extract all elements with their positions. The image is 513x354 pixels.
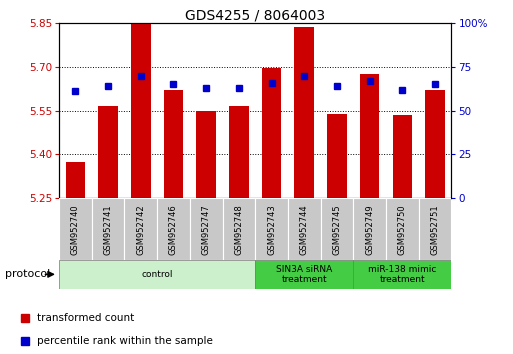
Text: GSM952743: GSM952743 [267,204,276,255]
Bar [92,198,125,260]
Text: GSM952745: GSM952745 [332,204,342,255]
Text: GSM952748: GSM952748 [234,204,243,255]
Bar [59,260,255,289]
Text: percentile rank within the sample: percentile rank within the sample [37,336,213,346]
Bar [157,198,190,260]
Text: GSM952751: GSM952751 [430,204,440,255]
Bar [255,198,288,260]
Bar [288,198,321,260]
Text: miR-138 mimic
treatment: miR-138 mimic treatment [368,265,437,284]
Bar [321,198,353,260]
Bar [98,106,118,198]
Bar [262,68,281,198]
Text: protocol: protocol [5,269,50,279]
Text: GSM952740: GSM952740 [71,204,80,255]
Bar [294,27,314,198]
Text: GSM952741: GSM952741 [104,204,112,255]
Bar [353,198,386,260]
Bar [223,198,255,260]
Text: GSM952746: GSM952746 [169,204,178,255]
Bar [419,198,451,260]
Bar [392,115,412,198]
Text: control: control [142,270,173,279]
Bar [59,198,92,260]
Bar [255,260,353,289]
Bar [327,114,347,198]
Bar [360,74,380,198]
Bar [124,198,157,260]
Text: GSM952749: GSM952749 [365,204,374,255]
Bar [196,111,216,198]
Bar [353,260,451,289]
Text: GDS4255 / 8064003: GDS4255 / 8064003 [185,9,325,23]
Bar [131,24,150,198]
Bar [425,90,445,198]
Text: GSM952742: GSM952742 [136,204,145,255]
Text: GSM952744: GSM952744 [300,204,309,255]
Bar [386,198,419,260]
Text: transformed count: transformed count [37,313,134,323]
Bar [229,106,249,198]
Text: GSM952747: GSM952747 [202,204,211,255]
Bar [190,198,223,260]
Text: SIN3A siRNA
treatment: SIN3A siRNA treatment [276,265,332,284]
Text: GSM952750: GSM952750 [398,204,407,255]
Bar [164,90,183,198]
Bar [66,162,85,198]
